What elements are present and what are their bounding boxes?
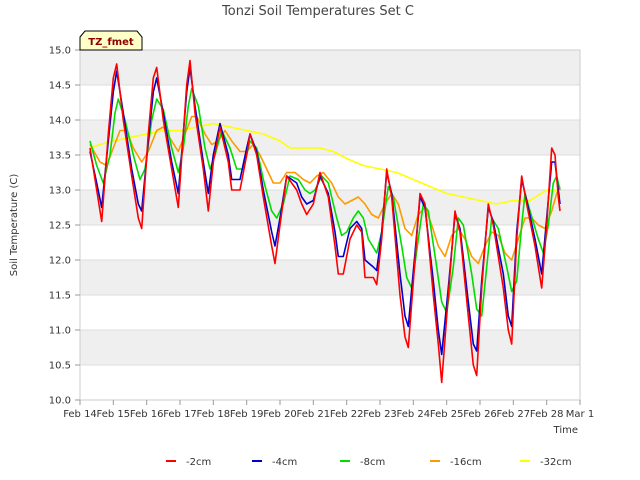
station-badge-label: TZ_fmet (88, 37, 134, 48)
station-badge-box (79, 30, 143, 51)
x-tick-label: Feb 25 (430, 409, 464, 420)
y-tick-label: 13.5 (49, 151, 71, 162)
series-lines (89, 59, 561, 384)
x-tick-label: Feb 19 (230, 409, 264, 420)
x-tick-label: Feb 24 (397, 409, 431, 420)
chart-title: Tonzi Soil Temperatures Set C (221, 4, 414, 19)
x-tick-label: Feb 27 (497, 409, 531, 420)
x-axis-title: Time (553, 425, 578, 436)
legend-label: -16cm (450, 457, 482, 468)
x-tick-label: Feb 28 (530, 409, 564, 420)
x-axis-ticks: Feb 14 Feb 15 Feb 16 Feb 17 Feb 18 Feb 19 Feb … (63, 400, 594, 420)
x-tick-label: Feb 23 (363, 409, 397, 420)
grid-band (80, 330, 580, 365)
y-axis-ticks: 10.0 10.5 11.0 11.5 12.0 12.5 13.0 13.5 14.0 14.5… (49, 46, 80, 407)
y-tick-label: 12.5 (49, 221, 71, 232)
x-tick-label: Feb 15 (97, 409, 131, 420)
grid-band (80, 50, 580, 85)
x-tick-label: Feb 17 (163, 409, 197, 420)
x-tick-label: Feb 22 (330, 409, 364, 420)
x-tick-label: Feb 20 (263, 409, 297, 420)
legend: -2cm -4cm -8cm -16cm -32cm (166, 457, 572, 468)
plot-background (79, 49, 581, 401)
y-tick-label: 12.0 (49, 256, 71, 267)
series-line-8cmcm (89, 87, 561, 317)
y-tick-label: 11.5 (49, 291, 71, 302)
grid-band (80, 260, 580, 295)
y-tick-label: 10.5 (49, 361, 71, 372)
y-tick-label: 14.5 (49, 81, 71, 92)
station-badge: TZ_fmet (79, 30, 143, 51)
y-tick-label: 15.0 (49, 46, 71, 57)
x-tick-label: Feb 18 (197, 409, 231, 420)
y-tick-label: 14.0 (49, 116, 71, 127)
y-tick-label: 11.0 (49, 326, 71, 337)
y-tick-label: 13.0 (49, 186, 71, 197)
grid-band (80, 120, 580, 155)
series-line-16cmcm (89, 115, 561, 265)
x-tick-label: Feb 16 (130, 409, 164, 420)
legend-label: -2cm (186, 457, 211, 468)
y-tick-label: 10.0 (49, 396, 71, 407)
series-line-32cmcm (89, 122, 560, 205)
legend-label: -8cm (360, 457, 385, 468)
legend-label: -4cm (272, 457, 297, 468)
x-tick-label: Feb 26 (463, 409, 497, 420)
y-axis-title: Soil Temperature (C) (9, 174, 20, 277)
legend-label: -32cm (540, 457, 572, 468)
x-tick-label: Feb 14 (63, 409, 97, 420)
x-tick-label: Mar 1 (566, 409, 594, 420)
x-tick-label: Feb 21 (297, 409, 331, 420)
series-line-2cmcm (89, 59, 561, 384)
